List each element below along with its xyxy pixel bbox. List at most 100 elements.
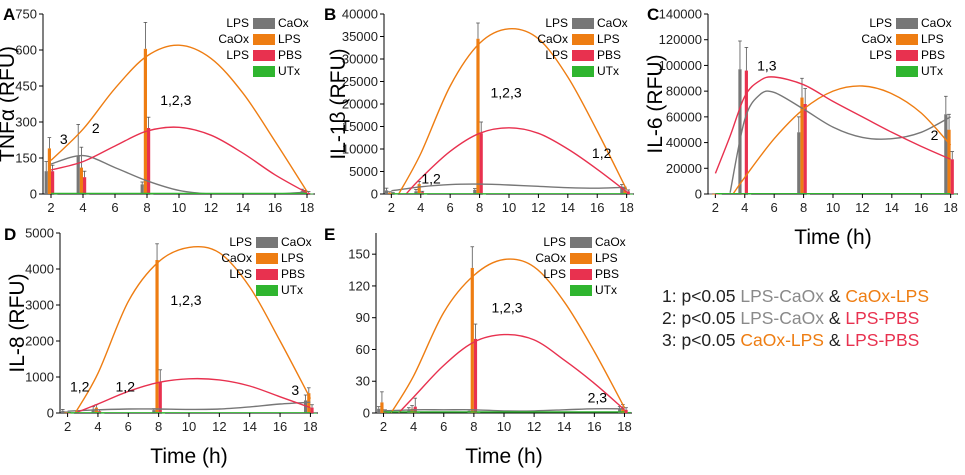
bar-utx [627,411,631,413]
x-tick-label: 10 [172,200,186,215]
bar-lps-caox [44,171,48,194]
bar-lps-caox [76,155,80,194]
bar-caox-lps [79,167,83,194]
sig-prefix: : p<0.05 [671,286,741,306]
y-tick-label: 0 [47,406,54,421]
x-axis-label: Time (h) [794,226,871,249]
x-tick-label: 2 [47,200,54,215]
bar-lps-caox [414,191,418,194]
fit-curve-caox-lps [732,85,952,194]
x-tick-label: 14 [242,419,256,434]
fit-curve-lps-caox [391,183,627,192]
sig-group-b: LPS-PBS [845,330,920,350]
legend-label-pre: LPS [543,267,566,281]
bar-lps-caox [708,193,713,195]
y-tick-label: 5000 [25,226,54,241]
legend-swatch-caox-lps [896,34,918,45]
fit-curve-lps-pbs [50,126,308,194]
x-tick-label: 18 [300,200,314,215]
legend-swatch-utx [253,66,275,77]
curve-group [714,76,952,194]
x-tick-label: 2 [712,200,719,215]
x-tick-label: 6 [771,200,778,215]
bar-lps-pbs [479,133,483,194]
y-tick-label: 5000 [349,164,378,179]
x-tick-label: 18 [943,200,957,215]
legend-swatch-lps-pbs [896,50,918,61]
bar-caox-lps [155,260,159,413]
significance-annotation: 1,2,3 [491,299,522,315]
legend-label-pre: CaOx [535,251,566,265]
bar-lps-caox [304,400,308,413]
y-tick-label: 40000 [342,7,378,22]
legend-swatch-lps-caox [570,237,592,248]
panel-letter: A [3,5,15,24]
legend-label-pre: LPS [869,16,892,30]
bar-lps-caox [618,408,622,413]
bar-caox-lps [388,192,392,194]
bar-utx [70,412,74,414]
x-tick-label: 18 [617,419,631,434]
bar-group [44,21,314,195]
y-tick-label: 30 [356,374,370,389]
legend-swatch-caox-lps [253,34,275,45]
x-tick-label: 16 [590,200,604,215]
x-tick-label: 4 [417,200,424,215]
legend-label-post: UTx [597,64,619,78]
legend-swatch-lps-pbs [570,269,592,280]
x-tick-label: 6 [125,419,132,434]
legend-swatch-utx [896,66,918,77]
significance-annotation: 1,2,3 [160,92,191,108]
bar-lps-caox [91,409,95,413]
legend-label-post: CaOx [281,235,312,249]
panel-letter: C [647,5,659,24]
significance-row-2: 2: p<0.05 LPS-CaOx & LPS-PBS [662,307,929,329]
y-tick-label: 450 [15,79,37,94]
legend-label-post: LPS [597,32,620,46]
sig-prefix: : p<0.05 [671,330,741,350]
sig-ampersand: & [823,308,846,328]
sig-number: 2 [662,308,672,328]
legend-swatch-caox-lps [570,253,592,264]
legend-label-pre: LPS [226,16,249,30]
bar-lps-pbs [715,193,719,195]
bar-utx [423,193,428,195]
x-tick-label: 18 [619,200,633,215]
y-tick-label: 1000 [25,370,54,385]
legend-swatch-caox-lps [572,34,594,45]
x-tick-label: 4 [79,200,86,215]
y-tick-label: 20000 [666,161,702,176]
panel-letter: D [4,225,16,244]
sig-ampersand: & [823,286,846,306]
y-tick-label: 750 [15,7,37,22]
x-tick-label: 14 [561,200,575,215]
bar-lps-pbs [51,171,55,194]
x-tick-label: 10 [502,200,516,215]
bar-caox-lps [307,393,311,413]
bar-lps-caox [377,408,381,413]
significance-annotation: 1,2 [116,378,136,394]
significance-annotation: 2 [92,120,100,136]
bar-lps-pbs [473,338,478,413]
bar-lps-pbs [83,177,87,194]
panel-letter: E [324,225,335,244]
bar-lps-caox [152,410,156,413]
y-tick-label: 10000 [342,142,378,157]
y-axis-label: IL-6 (RFU) [644,54,667,153]
y-tick-label: 150 [15,151,37,166]
bar-utx [806,193,810,195]
legend-label-post: LPS [921,32,944,46]
bar-lps-caox [384,190,389,194]
y-axis-label: IL-8 (RFU) [6,273,29,372]
y-tick-label: 600 [15,43,37,58]
x-tick-label: 16 [587,419,601,434]
x-tick-label: 8 [476,200,483,215]
y-tick-label: 120000 [659,32,702,47]
bar-caox-lps [623,190,627,194]
y-tick-label: 3000 [25,298,54,313]
y-tick-label: 35000 [342,29,378,44]
significance-annotation: 3 [60,131,68,147]
sig-number: 3 [662,330,672,350]
bar-lps-caox [738,69,742,194]
